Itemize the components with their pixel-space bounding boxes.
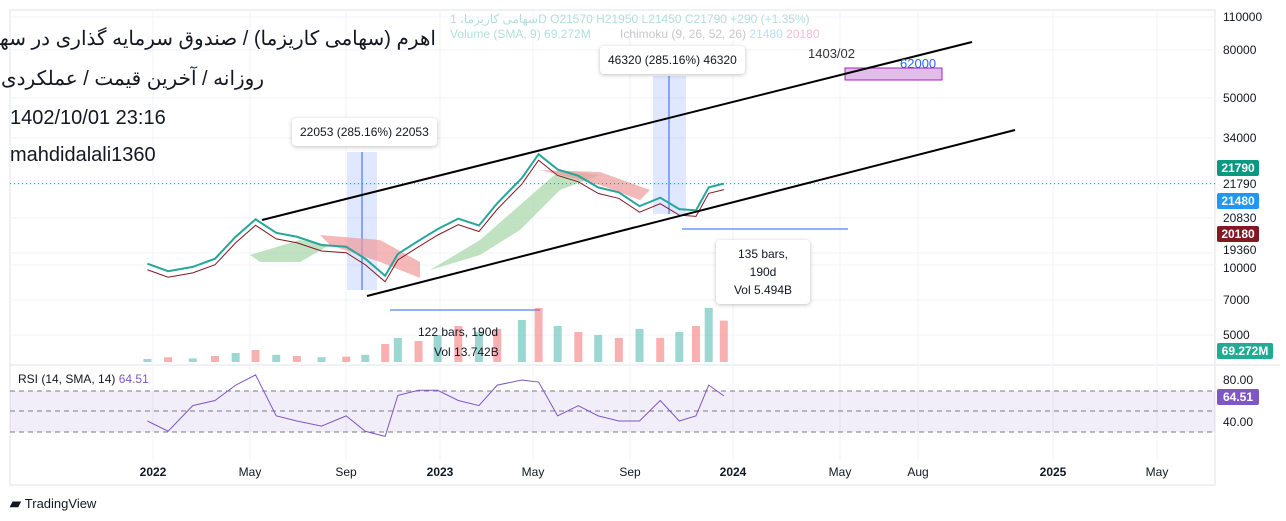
- measure1-bars: 122 bars, 190d: [418, 325, 499, 339]
- volume-bar: [143, 359, 152, 362]
- measure1-label[interactable]: 22053 (285.16%) 22053: [292, 118, 437, 146]
- price-tick: 21790: [1223, 177, 1257, 191]
- price-series: [147, 152, 725, 278]
- overlay-subtitle: روزانه / آخرین قیمت / عملکردی: [0, 68, 264, 90]
- volume-bar: [317, 357, 326, 362]
- kumo-bull: [430, 170, 600, 270]
- price-tick: 80000: [1223, 43, 1257, 57]
- time-tick: May: [521, 465, 545, 479]
- volume-bar: [635, 329, 644, 362]
- volume-bar: [433, 335, 442, 362]
- volume-bar: [381, 344, 390, 362]
- rsi-line: [147, 374, 725, 437]
- rsi-tag: 64.51: [1217, 389, 1259, 405]
- kumo-bear: [540, 170, 650, 200]
- volume-bar: [211, 356, 220, 362]
- rsi-level-80: 80.00: [1223, 373, 1254, 387]
- measure2-label[interactable]: 46320 (285.16%) 46320: [600, 46, 745, 74]
- measure2-vol: Vol 5.494B: [733, 283, 793, 297]
- volume-bar: [493, 329, 502, 362]
- volume-bar: [614, 338, 623, 362]
- measure2-stats[interactable]: 135 bars, 190d Vol 5.494B: [716, 240, 810, 304]
- tradingview-logo[interactable]: ▰ TradingView: [10, 495, 96, 512]
- volume-bar: [704, 308, 713, 362]
- volume-bar: [231, 353, 240, 362]
- channel-lower: [366, 129, 1016, 297]
- time-tick: Aug: [907, 465, 929, 479]
- price-tick: 50000: [1223, 91, 1257, 105]
- time-tick: May: [1145, 465, 1169, 479]
- tv-logo-icon: ▰: [10, 495, 21, 511]
- brand-label: TradingView: [24, 496, 97, 511]
- time-tick: Sep: [619, 465, 641, 479]
- volume-bar: [188, 358, 197, 362]
- kijun-tag: 20180: [1217, 226, 1259, 242]
- time-tick: 2023: [426, 465, 454, 479]
- measure1-vol: Vol 13.742B: [434, 345, 499, 359]
- volume-legend: Volume (SMA, 9) 69.272M: [450, 27, 591, 41]
- volume-bar: [553, 326, 562, 362]
- volume-bar: [474, 332, 483, 362]
- time-tick: 2024: [719, 465, 747, 479]
- rsi-legend: RSI (14, SMA, 14) 64.51: [18, 372, 149, 386]
- volume-bar: [534, 308, 543, 362]
- rsi-label: RSI (14, SMA, 14): [18, 372, 116, 386]
- volume-bar: [675, 332, 684, 362]
- volume-bar: [517, 320, 526, 362]
- last-price-tag: 21790: [1217, 160, 1259, 176]
- rsi-value: 64.51: [118, 372, 149, 386]
- volume-bar: [292, 356, 301, 362]
- overlay-title: اهرم (سهامی کاریزما) / صندوق سرمایه گذار…: [0, 28, 436, 50]
- volume-bar: [414, 341, 423, 362]
- price-tick: 5000: [1223, 328, 1250, 342]
- volume-tag: 69.272M: [1217, 343, 1273, 359]
- volume-bar: [691, 326, 700, 362]
- volume-bar: [719, 320, 728, 362]
- price-tick: 7000: [1223, 293, 1250, 307]
- channel-upper: [261, 41, 973, 221]
- volume-bar: [393, 338, 402, 362]
- volume-bar: [342, 356, 351, 362]
- volume-bar: [272, 354, 281, 362]
- overlay-datetime: 1402/10/01 23:16: [10, 107, 166, 129]
- ichimoku-v2: 20180: [786, 27, 820, 41]
- ichimoku-v1: 21480: [749, 27, 783, 41]
- volume-bar: [594, 335, 603, 362]
- time-tick: Sep: [335, 465, 357, 479]
- volume-bar: [574, 332, 583, 362]
- price-tick: 20830: [1223, 211, 1257, 225]
- time-tick: 2022: [139, 465, 167, 479]
- kijun-line: [147, 159, 724, 283]
- volume-bar: [361, 354, 370, 362]
- price-tick: 19360: [1223, 243, 1257, 257]
- price-tick: 34000: [1223, 131, 1257, 145]
- time-tick: May: [828, 465, 852, 479]
- time-tick: 2025: [1039, 465, 1067, 479]
- ichimoku-label: Ichimoku (9, 26, 52, 26): [620, 27, 747, 41]
- measure1-stats: 122 bars, 190d Vol 13.742B: [418, 322, 499, 362]
- time-tick: May: [238, 465, 262, 479]
- overlay-author: mahdidalali1360: [10, 144, 156, 166]
- volume-bar: [164, 357, 173, 362]
- tenkan-tag: 21480: [1217, 193, 1259, 209]
- price-tick: 110000: [1223, 10, 1263, 24]
- symbol-legend: سهامی کاریزما، 1D O21570 H21950 L21450 C…: [450, 12, 810, 26]
- ichimoku-legend: Ichimoku (9, 26, 52, 26) 21480 20180: [620, 27, 820, 41]
- measure2-bars: 135 bars, 190d: [737, 247, 789, 279]
- target-date: 1403/02: [808, 46, 855, 61]
- kumo-bull: [250, 240, 330, 262]
- volume-bar: [251, 350, 260, 362]
- rsi-level-40: 40.00: [1223, 415, 1254, 429]
- volume-bar: [656, 338, 665, 362]
- target-price: 62000: [900, 56, 937, 71]
- volume-bar: [454, 326, 463, 362]
- price-tick: 10000: [1223, 261, 1257, 275]
